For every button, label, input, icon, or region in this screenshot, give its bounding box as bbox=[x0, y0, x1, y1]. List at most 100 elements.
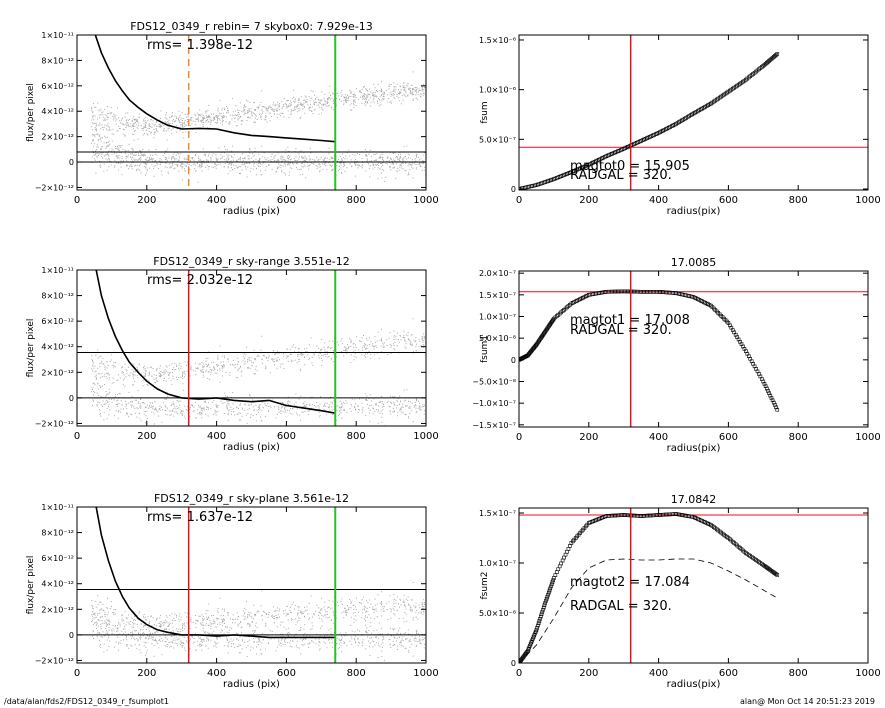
fsum-point bbox=[768, 58, 773, 62]
fsum-point bbox=[770, 398, 775, 403]
x-axis-label: radius (pix) bbox=[223, 206, 280, 217]
fsum-point bbox=[542, 603, 547, 608]
fsum-point bbox=[762, 63, 767, 67]
fsum-point bbox=[771, 55, 776, 59]
x-tick-label: 800 bbox=[789, 195, 808, 206]
x-axis-label: radius (pix) bbox=[223, 679, 280, 690]
fsum-point bbox=[551, 578, 555, 582]
x-tick-label: 200 bbox=[579, 668, 598, 679]
fsum-point bbox=[764, 61, 769, 65]
fsum-point bbox=[767, 59, 771, 63]
y-tick-label: 8×10⁻¹² bbox=[41, 529, 74, 538]
fsum-point bbox=[543, 601, 547, 605]
fsum-point bbox=[566, 547, 571, 551]
y-tick-label: 2×10⁻¹² bbox=[41, 368, 74, 377]
rms-annotation: rms= 1.398e-12 bbox=[147, 38, 253, 53]
chart-title: FDS12_0349_r rebin= 7 skybox0: 7.929e-13 bbox=[130, 20, 373, 33]
x-tick-label: 600 bbox=[277, 431, 296, 442]
y-tick-label: −2×10⁻¹² bbox=[35, 183, 74, 192]
x-tick-label: 0 bbox=[74, 431, 80, 442]
plot-frame bbox=[518, 270, 869, 428]
fsum-point bbox=[773, 403, 777, 407]
y-tick-label: 6×10⁻¹² bbox=[41, 317, 74, 326]
fsum-point bbox=[769, 396, 774, 400]
fsum-point bbox=[770, 56, 775, 60]
fsum-point bbox=[762, 382, 767, 386]
y-tick-label: 2×10⁻¹² bbox=[41, 605, 74, 614]
chart-title: 17.0842 bbox=[671, 493, 717, 506]
fsum-point bbox=[536, 621, 541, 626]
x-tick-label: 0 bbox=[516, 195, 522, 206]
y-tick-label: 0 bbox=[511, 659, 516, 668]
chart-panel-p4: 0 200 400 600 800 1000 −1.5×10⁻⁷ −1.0×10⁻⁷ −5.0×… bbox=[472, 256, 880, 454]
fsum-point bbox=[546, 592, 550, 597]
y-tick-label: 1.0×10⁻⁶ bbox=[479, 86, 516, 95]
fsum-point bbox=[549, 584, 553, 589]
y-tick-label: 5.0×10⁻⁸ bbox=[479, 609, 516, 618]
y-tick-label: 1.0×10⁻⁷ bbox=[479, 559, 516, 568]
fsum-point bbox=[774, 53, 778, 57]
fsum-point bbox=[562, 555, 566, 560]
x-tick-label: 200 bbox=[137, 195, 156, 206]
fsum-point bbox=[555, 570, 559, 574]
chart-title: FDS12_0349_r sky-plane 3.561e-12 bbox=[154, 492, 349, 505]
fsum-point bbox=[771, 400, 776, 405]
x-tick-label: 0 bbox=[516, 432, 522, 443]
fsum-point bbox=[550, 580, 555, 584]
plot-area bbox=[519, 508, 868, 663]
y-tick-label: −2×10⁻¹² bbox=[35, 419, 74, 428]
x-tick-label: 400 bbox=[649, 432, 668, 443]
fsum-point bbox=[764, 386, 769, 391]
plot-area bbox=[77, 35, 426, 190]
x-tick-label: 200 bbox=[579, 195, 598, 206]
x-tick-label: 800 bbox=[347, 431, 366, 442]
x-tick-label: 1000 bbox=[413, 195, 438, 206]
fsum-point bbox=[767, 391, 771, 396]
x-axis-label: radius (pix) bbox=[223, 442, 280, 453]
x-tick-label: 400 bbox=[649, 195, 668, 206]
y-tick-label: 1.5×10⁻⁶ bbox=[479, 36, 516, 45]
x-tick-label: 400 bbox=[207, 668, 226, 679]
rms-annotation: rms= 1.637e-12 bbox=[147, 510, 253, 525]
fsum-point bbox=[553, 573, 558, 577]
scatter-points bbox=[91, 318, 426, 426]
fsum-point bbox=[537, 619, 542, 623]
x-tick-label: 0 bbox=[74, 195, 80, 206]
fsum-point bbox=[763, 62, 768, 66]
fsum-point bbox=[769, 57, 774, 61]
x-axis-label: radius(pix) bbox=[667, 443, 721, 454]
x-axis-label: radius(pix) bbox=[667, 206, 721, 217]
x-tick-label: 600 bbox=[719, 432, 738, 443]
chart-panel-p6: 0 200 400 600 800 1000 0 5.0×10⁻⁸ 1.0×10⁻⁷ 1.5×10… bbox=[479, 493, 881, 690]
y-tick-label: 1.0×10⁻⁷ bbox=[479, 313, 516, 322]
x-tick-label: 200 bbox=[137, 668, 156, 679]
magtot-annotation: magtot1 = 17.008 bbox=[570, 313, 690, 328]
fsum-point bbox=[539, 612, 544, 617]
footer-timestamp: alan@ Mon Oct 14 20:51:23 2019 bbox=[740, 697, 875, 706]
y-tick-label: 4×10⁻¹² bbox=[41, 343, 74, 352]
y-tick-label: −1.0×10⁻⁷ bbox=[472, 399, 516, 408]
fsum-point bbox=[541, 607, 545, 612]
fsum-point bbox=[545, 594, 550, 599]
x-tick-label: 0 bbox=[516, 668, 522, 679]
chart-title: 17.0085 bbox=[671, 256, 717, 269]
fsum-point bbox=[549, 582, 554, 587]
y-axis-label: flux/per pixel bbox=[26, 83, 36, 142]
profile-line bbox=[94, 35, 336, 143]
x-tick-label: 800 bbox=[347, 195, 366, 206]
x-tick-label: 600 bbox=[719, 195, 738, 206]
y-tick-label: −5.0×10⁻⁸ bbox=[472, 378, 516, 387]
x-tick-label: 1000 bbox=[855, 195, 880, 206]
chart-panel-p3: 0 200 400 600 800 1000−2×10⁻¹²02×10⁻¹²4×10⁻¹²… bbox=[26, 255, 439, 453]
fsum-point bbox=[763, 384, 768, 388]
chart-panel-p1: 0 200 400 600 800 1000−2×10⁻¹²02×10⁻¹²4×10⁻¹²… bbox=[26, 20, 439, 217]
plot-area bbox=[519, 35, 868, 190]
y-tick-label: 0 bbox=[511, 185, 516, 194]
y-tick-label: 1×10⁻¹¹ bbox=[41, 31, 74, 40]
fsum-point bbox=[774, 572, 778, 576]
fsum-point bbox=[766, 60, 770, 64]
y-tick-label: 6×10⁻¹² bbox=[41, 554, 74, 563]
y-tick-label: 2.0×10⁻⁷ bbox=[479, 269, 516, 278]
fsum-point bbox=[761, 379, 766, 384]
